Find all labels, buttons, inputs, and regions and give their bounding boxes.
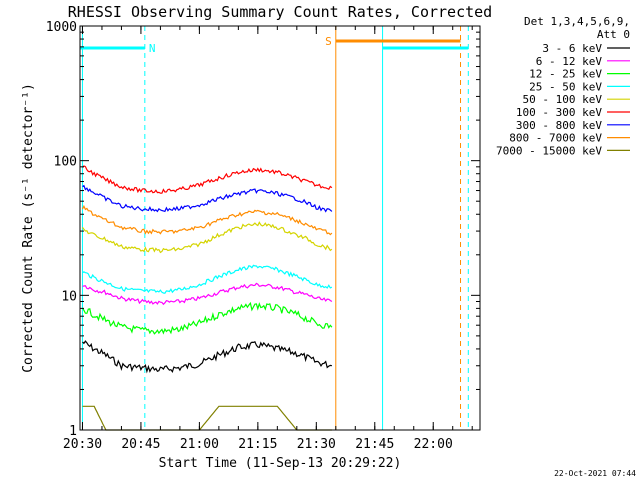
flag-bars: NS bbox=[80, 35, 469, 55]
series-line-4 bbox=[82, 221, 333, 254]
y-tick-label: 100 bbox=[54, 155, 77, 170]
series-line-7 bbox=[81, 204, 333, 236]
x-tick-label: 22:00 bbox=[414, 437, 453, 452]
flag-label: N bbox=[149, 42, 156, 55]
legend-label: 12 - 25 keV bbox=[529, 68, 602, 81]
footer-timestamp: 22-Oct-2021 07:44 bbox=[554, 469, 636, 478]
y-tick-label: 10 bbox=[61, 289, 77, 304]
x-tick-label: 21:00 bbox=[180, 437, 219, 452]
series-line-0 bbox=[82, 340, 333, 374]
legend-header-line-2: Att 0 bbox=[597, 28, 630, 41]
legend-header-line-1: Det 1,3,4,5,6,9, bbox=[524, 15, 630, 28]
series-line-1 bbox=[82, 282, 333, 306]
x-tick-label: 21:45 bbox=[355, 437, 394, 452]
legend-label: 3 - 6 keV bbox=[542, 42, 602, 55]
series-line-6 bbox=[82, 184, 333, 213]
legend-label: 300 - 800 keV bbox=[516, 119, 602, 132]
legend-label: 7000 - 15000 keV bbox=[496, 144, 602, 157]
y-tick-label: 1000 bbox=[46, 20, 77, 35]
legend-label: 100 - 300 keV bbox=[516, 106, 602, 119]
series-group bbox=[81, 165, 333, 431]
x-tick-label: 21:30 bbox=[297, 437, 336, 452]
flag-label: S bbox=[325, 35, 332, 48]
legend-label: 800 - 7000 keV bbox=[509, 132, 602, 145]
legend-label: 25 - 50 keV bbox=[529, 80, 602, 93]
series-line-2 bbox=[81, 301, 333, 335]
axes: 20:30 20:45 21:00 21:15 21:30 21:45 22:00 1 10 10… bbox=[46, 20, 481, 452]
y-axis-label: Corrected Count Rate (s⁻¹ detector⁻¹) bbox=[21, 83, 36, 373]
series-line-8 bbox=[82, 405, 332, 431]
series-line-3 bbox=[82, 264, 333, 294]
plot-frame bbox=[79, 25, 481, 431]
x-tick-label: 20:30 bbox=[63, 437, 102, 452]
y-tick-label: 1 bbox=[69, 424, 77, 439]
series-line-5 bbox=[82, 165, 333, 194]
x-axis-label: Start Time (11-Sep-13 20:29:22) bbox=[159, 456, 402, 471]
vertical-markers bbox=[81, 26, 469, 430]
x-tick-label: 20:45 bbox=[121, 437, 160, 452]
legend-label: 50 - 100 keV bbox=[523, 93, 603, 106]
legend-label: 6 - 12 keV bbox=[536, 55, 603, 68]
chart-title: RHESSI Observing Summary Count Rates, Co… bbox=[68, 3, 492, 21]
x-tick-label: 21:15 bbox=[238, 437, 277, 452]
